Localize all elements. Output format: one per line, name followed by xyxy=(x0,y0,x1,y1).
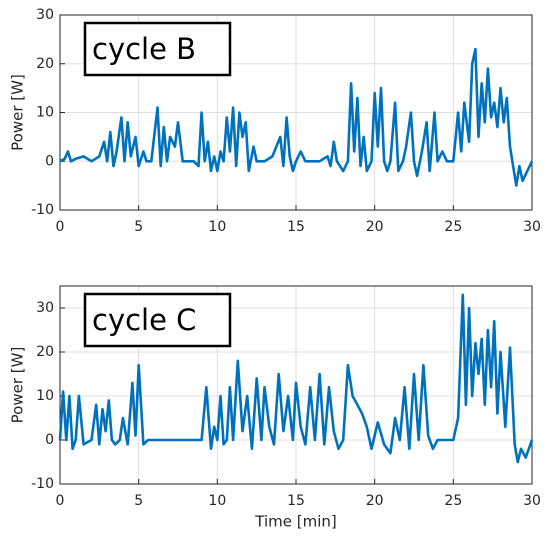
data-line xyxy=(59,47,534,187)
x-tick-label: 0 xyxy=(56,493,65,509)
x-tick-label: 10 xyxy=(208,219,226,235)
x-tick-label: 25 xyxy=(444,493,462,509)
y-tick-label: 10 xyxy=(36,388,54,404)
x-tick-label: 25 xyxy=(444,219,462,235)
y-tick-label: 30 xyxy=(36,7,54,23)
y-axis-label: Power [W] xyxy=(9,74,27,151)
x-tick-label: 10 xyxy=(208,493,226,509)
x-tick-label: 5 xyxy=(134,219,143,235)
x-tick-label: 0 xyxy=(56,219,65,235)
y-tick-label: -10 xyxy=(31,476,54,492)
y-tick-label: 20 xyxy=(36,344,54,360)
y-tick-label: 10 xyxy=(36,105,54,121)
x-tick-label: 5 xyxy=(134,493,143,509)
y-axis-label: Power [W] xyxy=(9,347,27,424)
y-tick-label: 20 xyxy=(36,56,54,72)
x-tick-label: 15 xyxy=(287,219,305,235)
axes-box xyxy=(59,285,533,485)
x-tick-label: 15 xyxy=(287,493,305,509)
y-tick-label: 0 xyxy=(45,432,54,448)
x-axis-label: Time [min] xyxy=(254,513,336,531)
y-tick-label: 0 xyxy=(45,153,54,169)
annotation: cycle B xyxy=(92,32,196,66)
data-line xyxy=(58,293,534,464)
y-tick-label: -10 xyxy=(31,202,54,218)
x-tick-label: 20 xyxy=(366,493,384,509)
annotation-box xyxy=(83,21,232,77)
x-tick-label: 20 xyxy=(366,219,384,235)
x-tick-label: 30 xyxy=(523,219,541,235)
annotation: cycle C xyxy=(92,303,196,337)
axes-box xyxy=(59,14,533,211)
x-tick-label: 30 xyxy=(523,493,541,509)
annotation-box xyxy=(83,292,232,348)
y-tick-label: 30 xyxy=(36,300,54,316)
